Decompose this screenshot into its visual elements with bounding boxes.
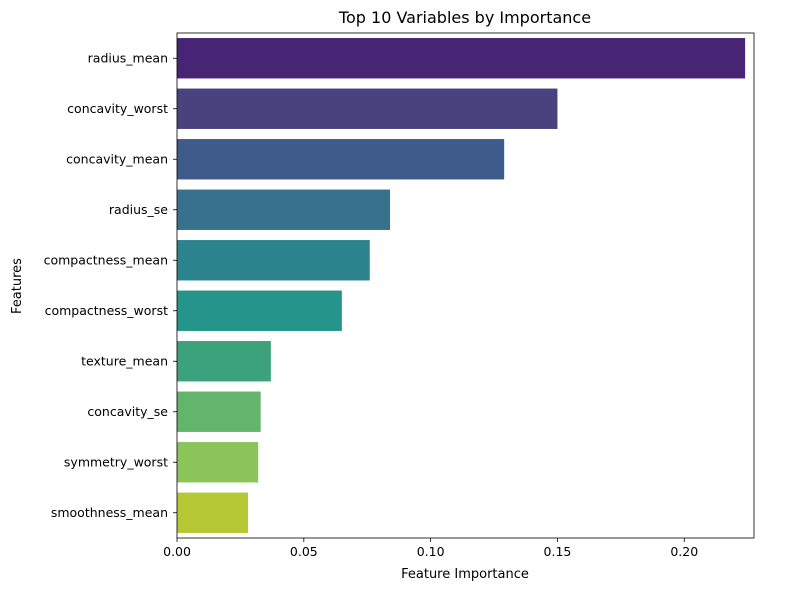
- x-tick-label: 0.20: [670, 544, 698, 559]
- bar-radius-se: [177, 189, 391, 230]
- y-tick-label: concavity_worst: [67, 101, 168, 116]
- y-tick-label: concavity_mean: [66, 151, 168, 166]
- bar-concavity-mean: [177, 139, 505, 180]
- y-tick-label: radius_mean: [88, 50, 168, 65]
- y-axis-label: Features: [10, 258, 25, 314]
- x-axis-label: Feature Importance: [401, 567, 529, 582]
- bar-symmetry-worst: [177, 442, 259, 483]
- y-tick-label: symmetry_worst: [64, 454, 168, 469]
- bars-layer: [177, 38, 746, 533]
- chart-title: Top 10 Variables by Importance: [338, 8, 591, 27]
- x-tick-label: 0.15: [544, 544, 572, 559]
- bar-radius-mean: [177, 38, 746, 79]
- y-tick-label: smoothness_mean: [51, 505, 168, 520]
- bar-compactness-worst: [177, 290, 342, 331]
- bar-concavity-worst: [177, 88, 558, 129]
- x-tick-label: 0.00: [163, 544, 191, 559]
- y-tick-label: radius_se: [109, 202, 168, 217]
- axes-layer: radius_mean concavity_worst concavity_mean…: [44, 32, 755, 559]
- x-tick-label: 0.10: [417, 544, 445, 559]
- bar-concavity-se: [177, 391, 261, 432]
- bar-compactness-mean: [177, 240, 370, 281]
- y-tick-label: compactness_mean: [44, 252, 168, 267]
- plot-frame: [176, 32, 755, 539]
- y-tick-label: concavity_se: [87, 404, 168, 419]
- x-tick-label: 0.05: [290, 544, 318, 559]
- bar-smoothness-mean: [177, 492, 249, 533]
- y-tick-label: compactness_worst: [45, 303, 168, 318]
- y-tick-label: texture_mean: [81, 353, 168, 368]
- bar-texture-mean: [177, 341, 271, 382]
